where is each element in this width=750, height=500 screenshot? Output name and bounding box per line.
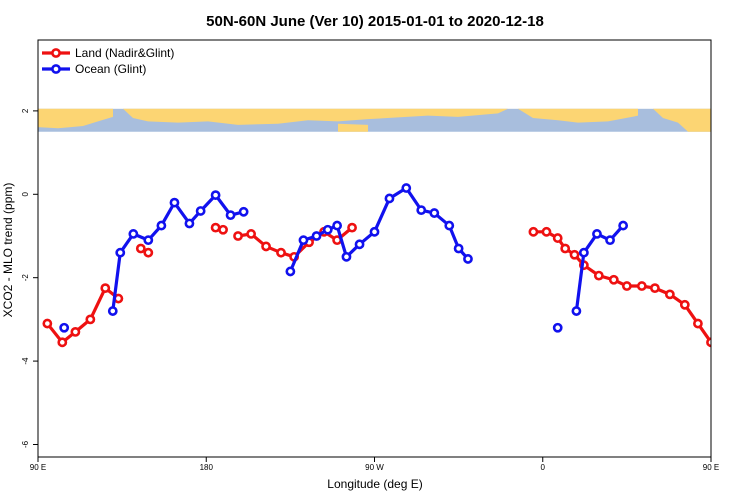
- data-point: [135, 243, 146, 254]
- world-map-strip: [38, 108, 750, 132]
- data-point: [169, 197, 180, 208]
- data-point: [128, 229, 139, 239]
- data-point: [238, 206, 249, 217]
- y-axis: 2 0 -2 -4 -6: [21, 108, 38, 448]
- data-point: [384, 193, 395, 204]
- series-line: [574, 224, 625, 312]
- data-point: [218, 224, 228, 235]
- data-point: [569, 249, 580, 260]
- data-point: [541, 226, 552, 237]
- data-point: [453, 243, 464, 254]
- data-point: [552, 322, 563, 333]
- data-point: [57, 337, 68, 348]
- data-point: [100, 283, 111, 294]
- chart-title: 50N-60N June (Ver 10) 2015-01-01 to 2020…: [206, 13, 544, 30]
- data-point: [552, 233, 563, 243]
- map-land-shape: [738, 109, 750, 132]
- x-tick-label: 180: [200, 463, 214, 472]
- y-tick-label: -2: [21, 274, 30, 282]
- legend-label: Ocean (Glint): [75, 62, 146, 76]
- data-point: [210, 222, 221, 233]
- data-point: [416, 205, 427, 216]
- map-land-shape: [38, 108, 113, 129]
- data-point: [650, 283, 660, 294]
- data-point: [285, 266, 296, 277]
- x-tick-label: 90 W: [365, 463, 384, 472]
- data-point: [605, 235, 615, 246]
- data-point: [636, 281, 647, 291]
- data-point: [679, 299, 690, 310]
- map-land: [38, 108, 750, 132]
- data-point: [261, 241, 271, 252]
- legend-marker: [51, 64, 61, 74]
- y-tick-label: -6: [21, 440, 30, 448]
- data-point: [347, 222, 357, 233]
- data-point: [735, 316, 742, 323]
- data-point: [401, 183, 412, 193]
- x-tick-label: 0: [541, 463, 546, 472]
- x-axis-label: Longitude (deg E): [327, 477, 422, 491]
- data-point: [311, 231, 322, 241]
- data-point: [210, 190, 221, 201]
- y-tick-label: 0: [21, 192, 30, 197]
- series: [42, 222, 742, 348]
- data-point: [246, 229, 257, 239]
- map-land-shape: [653, 108, 711, 132]
- data-point: [444, 220, 455, 231]
- data-point: [276, 247, 286, 258]
- series-layer: [42, 183, 742, 348]
- legend: Land (Nadir&Glint) Ocean (Glint): [42, 46, 174, 76]
- data-point: [85, 314, 96, 325]
- series-line: [288, 186, 470, 273]
- data-point: [59, 322, 70, 333]
- data-point: [341, 251, 352, 262]
- data-point: [107, 306, 118, 316]
- data-point: [593, 270, 604, 281]
- data-point: [369, 226, 380, 237]
- series-line: [46, 286, 120, 344]
- data-point: [578, 247, 589, 258]
- x-tick-label: 90 E: [30, 463, 46, 472]
- x-tick-label: 90 E: [703, 463, 719, 472]
- map-land-shape: [338, 123, 368, 132]
- data-point: [560, 243, 571, 254]
- y-axis-label: XCO2 - MLO trend (ppm): [1, 183, 15, 318]
- data-point: [322, 224, 333, 235]
- data-point: [156, 220, 167, 231]
- data-point: [720, 328, 727, 335]
- data-point: [195, 206, 206, 216]
- data-point: [618, 220, 629, 231]
- data-point: [70, 326, 81, 337]
- legend-label: Land (Nadir&Glint): [75, 46, 174, 60]
- data-point: [184, 218, 195, 229]
- data-point: [429, 208, 440, 218]
- y-tick-label: 2: [21, 108, 30, 113]
- data-point: [233, 231, 243, 241]
- series-line: [111, 193, 245, 312]
- data-point: [354, 239, 365, 250]
- data-point: [143, 235, 154, 246]
- data-point: [225, 210, 236, 221]
- map-land-shape: [518, 108, 638, 123]
- data-point: [42, 318, 53, 329]
- data-point: [143, 247, 154, 258]
- data-point: [571, 306, 582, 316]
- data-point: [693, 318, 703, 329]
- data-point: [706, 337, 711, 348]
- y-tick-label: -4: [21, 357, 30, 365]
- data-point: [298, 235, 309, 246]
- data-point: [592, 229, 602, 239]
- data-point: [621, 281, 632, 291]
- series: [59, 183, 629, 333]
- legend-marker: [51, 48, 61, 58]
- data-point: [115, 247, 126, 258]
- data-point: [608, 274, 619, 285]
- data-point: [463, 254, 473, 264]
- data-point: [664, 289, 675, 300]
- map-land-shape: [123, 108, 508, 125]
- data-point: [332, 220, 343, 231]
- x-axis: 90 E 180 90 W 0 90 E: [30, 457, 719, 472]
- data-point: [528, 226, 539, 237]
